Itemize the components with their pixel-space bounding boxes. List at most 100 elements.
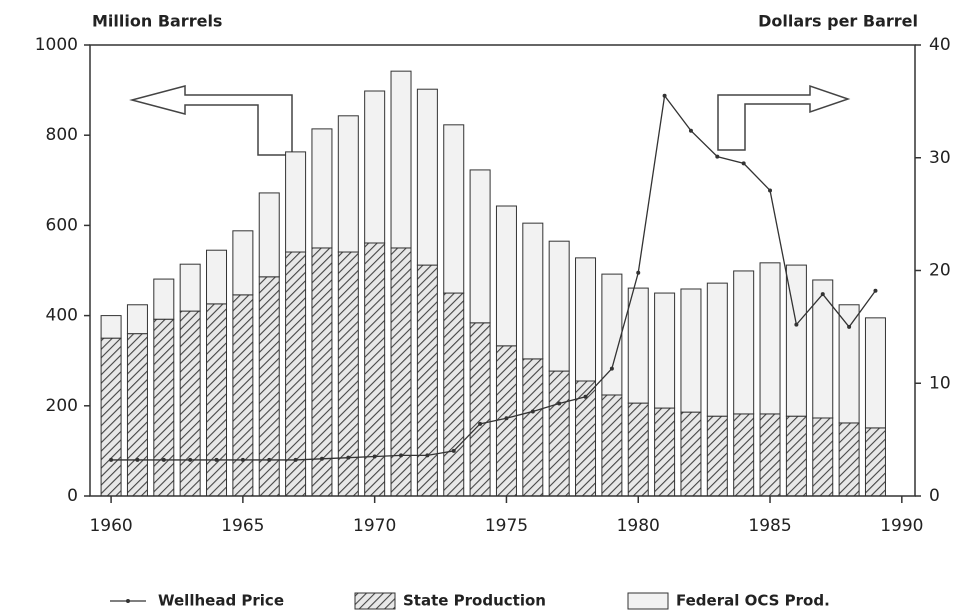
y2-axis-label: Dollars per Barrel [758,12,918,31]
price-point [873,288,878,293]
bar [258,276,280,497]
arrow-left [129,85,293,156]
x-tick-label: 1985 [748,516,791,536]
y-tick-label: 1000 [35,35,78,55]
price-line [111,94,876,461]
y2-tick-label: 20 [929,261,951,281]
bar [232,230,254,296]
y2-tick-label: 0 [929,486,940,506]
bar [416,88,438,266]
bar [601,394,623,497]
bar [575,257,597,382]
price-point [820,292,825,297]
price-point [662,93,667,98]
bar [627,402,649,497]
price-point [741,161,746,166]
bar [416,264,438,497]
price-point [425,453,430,458]
price-point [372,454,377,459]
bar [179,310,201,497]
bar [206,249,228,305]
bar [759,413,781,497]
legend-point [126,599,130,603]
x-tick-label: 1965 [221,516,264,536]
price-point [688,128,693,133]
y-tick-label: 400 [46,306,78,326]
price-point [794,322,799,327]
legend-label: Federal OCS Prod. [676,592,830,610]
bar [548,240,570,372]
bar [812,417,834,497]
bar [443,292,465,497]
price-point [214,457,219,462]
y2-tick-label: 10 [929,373,951,393]
price-point [319,456,324,461]
bar [126,304,148,335]
y-axis-label: Million Barrels [92,12,222,31]
bar [258,192,280,278]
bar [100,337,122,497]
x-tick-label: 1980 [617,516,660,536]
price-point [504,416,509,421]
price-point [240,457,245,462]
price-point [346,455,351,460]
y-tick-label: 0 [67,486,78,506]
bar [443,124,465,294]
price-point [399,453,404,458]
bar [495,205,517,347]
bar [759,262,781,415]
bar [179,263,201,312]
bar [838,304,860,424]
price-point [609,366,614,371]
legend-swatch [627,592,669,610]
price-point [161,457,166,462]
bar [311,128,333,249]
bar [785,264,807,417]
price-point [530,409,535,414]
bar [522,222,544,360]
bar [337,115,359,253]
y-tick-label: 800 [46,125,78,145]
bar [469,169,491,324]
y-tick-label: 200 [46,396,78,416]
price-point [293,457,298,462]
legend-label: State Production [403,592,546,610]
bar [390,247,412,497]
bar [654,292,676,409]
bar [654,407,676,497]
legend-label: Wellhead Price [158,592,284,610]
price-point [135,457,140,462]
price-point [768,188,773,193]
bar [206,303,228,497]
bar [522,358,544,497]
bar [232,294,254,497]
bar [706,282,728,417]
price-point [583,394,588,399]
price-point [451,448,456,453]
price-point [557,401,562,406]
bar [100,315,122,339]
bar [126,333,148,497]
price-point [109,457,114,462]
price-point [847,324,852,329]
x-tick-label: 1990 [880,516,923,536]
x-tick-label: 1960 [89,516,132,536]
bar [733,270,755,415]
price-point [715,154,720,159]
bar [733,413,755,497]
bar [153,318,175,497]
bar [838,422,860,497]
bar [680,288,702,413]
bar [812,279,834,419]
bar [285,151,307,253]
x-tick-label: 1975 [485,516,528,536]
x-tick-label: 1970 [353,516,396,536]
bar [495,345,517,497]
legend-swatch [354,592,396,610]
bar [390,70,412,249]
price-point [188,457,193,462]
price-point [267,457,272,462]
price-point [478,421,483,426]
bar [364,90,386,244]
